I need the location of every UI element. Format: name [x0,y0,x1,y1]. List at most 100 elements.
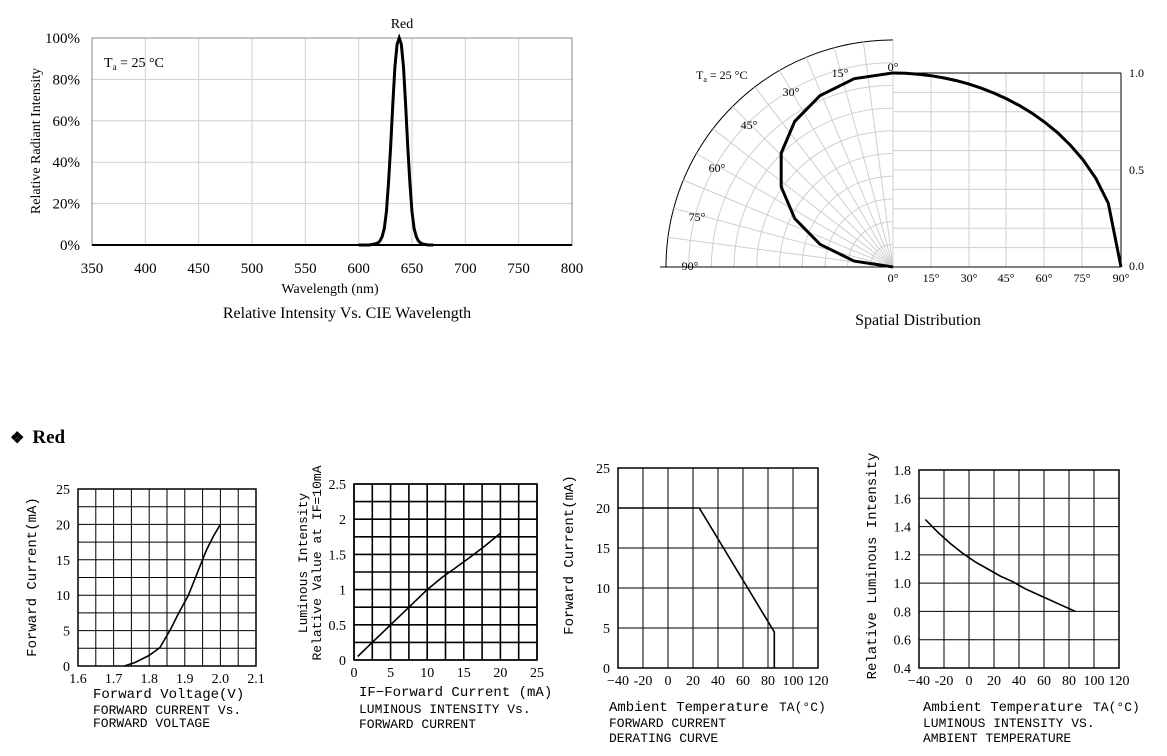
lum_ta-chart: −40 -20 0 20 40 60 80 100 120 0.4 0.6 0.8 1.0 1.2 1.4 1… [865,453,1140,746]
y-tick-label: 5 [63,625,70,640]
y-tick-label: 0% [60,238,80,254]
x-tick-label: 100 [783,674,804,689]
x-tick-label: 10 [420,666,434,681]
right-scale-label: 1.0 [1129,66,1144,80]
series-label: Red [391,17,414,32]
polar-spoke [732,106,894,268]
x-tick-label: 700 [454,261,477,277]
y-axis-label: Luminous Intensity [296,493,311,634]
right-scale-label: 0.5 [1129,163,1144,177]
x-tick-label: −40 [607,674,629,689]
y-tick-label: 20% [53,197,81,213]
bottom-angle-label: 60° [1036,271,1053,285]
y-tick-label: 0 [603,662,610,677]
x-tick-label: 400 [134,261,157,277]
polar-curve [779,71,894,269]
bottom-angle-label: 30° [961,271,978,285]
data-curve [124,523,222,667]
temperature-annotation: Ta = 25 °C [696,68,747,84]
bottom-angle-label: 15° [923,271,940,285]
y-tick-label: 100% [45,31,80,47]
angle-label: 60° [709,161,726,175]
x-tick-label: 0 [351,666,358,681]
y-tick-label: 1.6 [894,492,912,507]
polar-spoke [696,153,894,268]
x-tick-label: 80 [1062,674,1076,689]
y-tick-label: 10 [56,589,70,604]
chart-title: FORWARD CURRENT Vs. [93,703,241,718]
derating-chart: −40 -20 0 20 40 60 80 100 120 0 5 10 15 20 25 Forward C… [562,462,829,746]
data-curve [357,532,501,658]
angle-label: 30° [783,85,800,99]
right-scale-label: 0.0 [1129,259,1144,273]
y-tick-label: 2.5 [329,478,347,493]
temperature-annotation: Ta = 25 °C [104,56,164,72]
x-axis-label: Ambient Temperature [923,700,1083,716]
bottom-angle-label: 75° [1074,271,1091,285]
x-tick-label: 1.8 [140,672,158,687]
polar-spoke [833,47,894,268]
x-tick-label: 120 [1109,674,1130,689]
x-tick-label: 60 [1037,674,1051,689]
y-tick-label: 60% [53,114,81,130]
angle-label: 15° [832,66,849,80]
x-tick-label: 20 [493,666,507,681]
chart-title: Relative Intensity Vs. CIE Wavelength [223,305,471,322]
x-tick-label: 500 [241,261,264,277]
y-axis-label: Forward Current(mA) [562,475,578,635]
x-tick-label: 2.0 [212,672,230,687]
x-tick-label: 120 [808,674,829,689]
x-axis-label: IF−Forward Current (mA) [359,685,552,701]
x-tick-label: 25 [530,666,544,681]
x-tick-label: 20 [987,674,1001,689]
y-tick-label: 20 [596,502,610,517]
y-tick-label: 1.4 [894,521,912,536]
y-axis-label: Relative Radiant Intensity [29,68,44,214]
section-heading-label: Red [32,427,66,448]
y-tick-label: 15 [596,542,610,557]
x-tick-label: -20 [935,674,954,689]
chart-title: AMBIENT TEMPERATURE [923,731,1071,746]
y-tick-label: 40% [53,155,81,171]
spatial-chart: 0° 15° 30° 45° 60° 75° 90° 0° 15° 30° 45° 60° 75° 90°… [660,39,1144,329]
x-tick-label: 550 [294,261,317,277]
x-tick-label: 20 [686,674,700,689]
x-tick-label: 350 [81,261,104,277]
y-tick-label: 0 [63,660,70,675]
x-tick-label: 2.1 [247,672,265,687]
x-tick-label: 5 [387,666,394,681]
x-tick-label: 80 [761,674,775,689]
y-tick-label: 5 [603,622,610,637]
y-axis-label: Relative Luminous Intensity [865,453,881,680]
y-tick-label: 25 [596,462,610,477]
y-tick-label: 0 [339,654,346,669]
x-tick-label: 15 [457,666,471,681]
y-tick-label: 10 [596,582,610,597]
x-tick-label: 0 [966,674,973,689]
y-tick-label: 25 [56,483,70,498]
y-tick-label: 15 [56,554,70,569]
directivity-curve [892,71,1123,268]
chart-title: FORWARD CURRENT [359,717,476,732]
x-tick-label: 60 [736,674,750,689]
polar-spoke [805,57,894,268]
x-tick-label: 100 [1084,674,1105,689]
chart-title: LUMINOUS INTENSITY Vs. [359,702,531,717]
bottom-angle-label: 90° [1113,271,1130,285]
y-tick-label: 80% [53,72,81,88]
y-tick-label: 2 [339,513,346,528]
x-tick-label: 750 [507,261,530,277]
lum_if-chart: 0 5 10 15 20 25 0 0.5 1 1.5 2 2.5 Luminous Intensity… [296,465,552,732]
y-tick-label: 0.6 [894,634,912,649]
data-curve [618,507,776,668]
x-tick-label: 0 [665,674,672,689]
plot-frame [617,467,819,669]
x-tick-label: 1.6 [69,672,87,687]
iv-chart: 1.6 1.7 1.8 1.9 2.0 2.1 0 5 10 15 20 25 Forward Curr… [25,483,265,731]
plot-frame [918,469,1120,669]
angle-label: 75° [689,210,706,224]
y-tick-label: 20 [56,518,70,533]
data-curve [924,518,1076,613]
y-tick-label: 0.8 [894,605,912,620]
